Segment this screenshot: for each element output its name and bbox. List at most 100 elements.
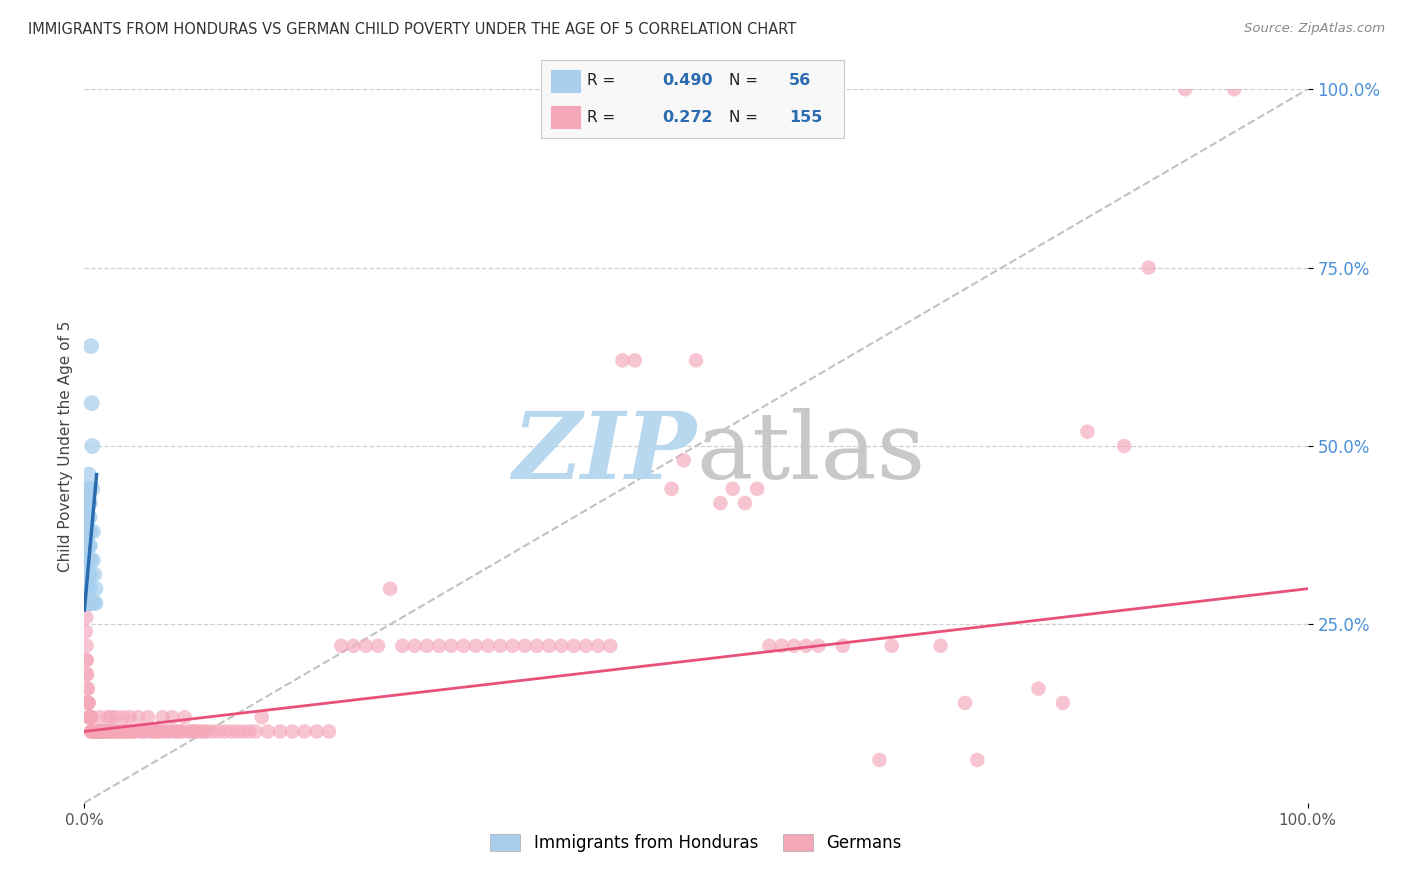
Point [562, 639, 585, 653]
Point [91, 724, 114, 739]
Point [110, 724, 132, 739]
Point [76, 510, 98, 524]
Point [105, 724, 128, 739]
Point [79, 539, 101, 553]
Point [77, 582, 100, 596]
Point [83, 724, 105, 739]
Point [269, 724, 291, 739]
Point [87, 724, 110, 739]
Point [94, 724, 117, 739]
Point [734, 496, 756, 510]
Point [599, 639, 621, 653]
Point [502, 639, 524, 653]
Point [685, 353, 707, 368]
Point [162, 710, 184, 724]
Point [76, 524, 98, 539]
Point [83, 724, 105, 739]
Point [115, 724, 138, 739]
Point [77, 553, 100, 567]
Point [1052, 696, 1074, 710]
Point [177, 724, 200, 739]
Point [1028, 681, 1050, 696]
Point [98, 724, 121, 739]
Point [132, 724, 155, 739]
Point [181, 724, 204, 739]
Point [163, 724, 186, 739]
Text: IMMIGRANTS FROM HONDURAS VS GERMAN CHILD POVERTY UNDER THE AGE OF 5 CORRELATION : IMMIGRANTS FROM HONDURAS VS GERMAN CHILD… [28, 22, 796, 37]
Point [87, 724, 110, 739]
Bar [550, 70, 581, 93]
Point [186, 724, 208, 739]
Point [190, 724, 212, 739]
Point [77, 482, 100, 496]
Point [79, 553, 101, 567]
Point [245, 724, 267, 739]
Point [201, 724, 224, 739]
Point [77, 539, 100, 553]
Text: atlas: atlas [696, 409, 925, 498]
Point [77, 596, 100, 610]
Point [76, 524, 98, 539]
Point [76, 667, 98, 681]
Text: 0.490: 0.490 [662, 73, 713, 88]
Point [76, 567, 98, 582]
Y-axis label: Child Poverty Under the Age of 5: Child Poverty Under the Age of 5 [58, 320, 73, 572]
Point [79, 553, 101, 567]
Point [86, 724, 108, 739]
Point [76, 653, 98, 667]
Point [76, 582, 98, 596]
Point [1076, 425, 1098, 439]
Point [831, 639, 853, 653]
Point [83, 724, 105, 739]
Point [75, 653, 97, 667]
Point [80, 724, 103, 739]
Point [238, 724, 260, 739]
Point [112, 710, 135, 724]
Point [83, 567, 105, 582]
Point [489, 639, 512, 653]
Point [76, 596, 98, 610]
Point [453, 639, 475, 653]
Point [75, 510, 97, 524]
Point [83, 596, 105, 610]
Text: 155: 155 [789, 110, 823, 125]
Point [758, 639, 780, 653]
Point [195, 724, 218, 739]
Point [73, 524, 96, 539]
Point [427, 639, 450, 653]
Point [105, 710, 128, 724]
Point [79, 710, 101, 724]
Point [75, 524, 97, 539]
Bar [550, 105, 581, 128]
Point [354, 639, 377, 653]
Point [152, 710, 174, 724]
Point [75, 539, 97, 553]
Point [84, 596, 107, 610]
Point [391, 639, 413, 653]
Point [97, 710, 120, 724]
Point [139, 724, 162, 739]
Point [77, 596, 100, 610]
Text: 56: 56 [789, 73, 811, 88]
Point [101, 724, 124, 739]
Point [90, 724, 112, 739]
Point [80, 724, 103, 739]
Point [79, 582, 101, 596]
Point [75, 596, 97, 610]
Point [550, 639, 572, 653]
Point [76, 553, 98, 567]
Point [77, 524, 100, 539]
Point [82, 439, 104, 453]
Point [75, 610, 97, 624]
Point [82, 524, 104, 539]
Point [173, 710, 195, 724]
Point [79, 710, 101, 724]
Point [93, 724, 115, 739]
Point [1174, 82, 1197, 96]
Point [146, 724, 169, 739]
Point [80, 724, 103, 739]
Point [1223, 82, 1246, 96]
Point [86, 724, 108, 739]
Point [97, 724, 120, 739]
Point [294, 724, 316, 739]
